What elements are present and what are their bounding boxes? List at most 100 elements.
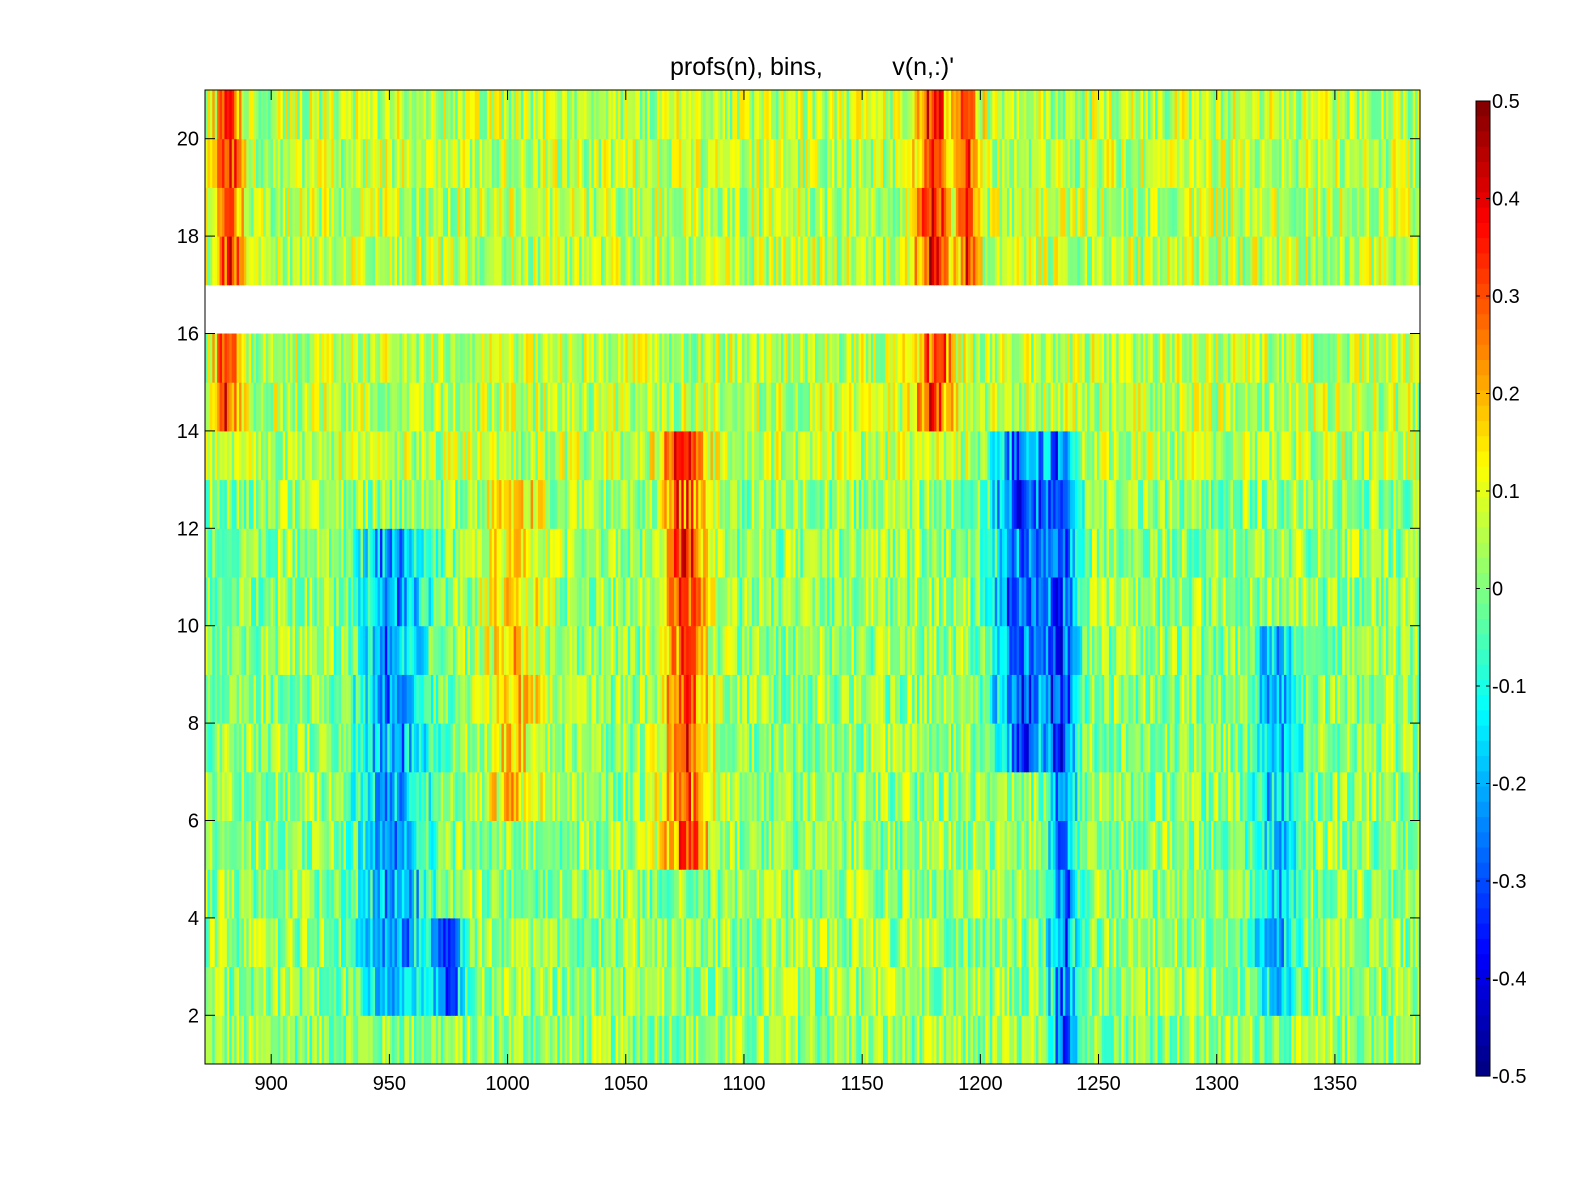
heatmap-cell [217,966,221,1016]
heatmap-cell [681,723,685,773]
heatmap-cell [1218,820,1222,870]
heatmap-cell [873,869,877,919]
heatmap-cell [430,917,435,968]
heatmap-cell [1118,869,1122,919]
heatmap-cell [720,674,724,724]
heatmap-cell [1135,820,1139,870]
heatmap-cell [807,869,811,919]
heatmap-cell [333,820,337,870]
heatmap-cell [1053,723,1057,773]
heatmap-cell [1082,771,1086,821]
heatmap-cell [642,674,646,724]
heatmap-cell [234,625,238,675]
heatmap-cell [1410,869,1414,919]
heatmap-cell [1055,625,1059,675]
heatmap-cell [494,869,498,919]
heatmap-cell [729,723,733,773]
heatmap-cell [1169,625,1173,675]
heatmap-cell [486,674,490,724]
heatmap-cell [827,1015,831,1065]
heatmap-cell [460,723,464,773]
heatmap-cell [214,674,218,724]
heatmap-cell [683,771,687,821]
heatmap-cell [695,723,699,773]
heatmap-cell [345,966,349,1016]
heatmap-cell [1252,966,1256,1016]
heatmap-cell [365,820,369,870]
heatmap-cell [698,625,702,675]
heatmap-cell [1123,1015,1127,1065]
heatmap-cell [1152,625,1156,675]
heatmap-cell [630,917,634,968]
heatmap-cell [861,820,865,870]
heatmap-cell [516,820,520,870]
heatmap-cell [598,771,602,821]
heatmap-cell [1019,723,1023,773]
heatmap-cell [997,771,1001,821]
heatmap-cell [222,577,226,627]
heatmap-cell [360,966,364,1016]
heatmap-cell [671,869,675,919]
heatmap-cell [1104,625,1108,675]
heatmap-cell [576,771,580,821]
heatmap-cell [513,771,517,821]
heatmap-cell [462,1015,466,1065]
heatmap-cell [1057,771,1061,821]
heatmap-cell [727,771,731,821]
heatmap-cell [389,1015,393,1065]
heatmap-cell [579,625,583,675]
heatmap-cell [253,1015,257,1065]
heatmap-cell [219,771,223,821]
heatmap-cell [1232,674,1236,724]
heatmap-cell [953,869,957,919]
heatmap-cell [1045,820,1049,870]
heatmap-cell [231,917,235,968]
heatmap-cell [465,723,469,773]
heatmap-cell [314,1015,318,1065]
heatmap-cell [664,674,668,724]
heatmap-cell [222,917,226,968]
heatmap-cell [350,625,354,675]
heatmap-cell [562,917,566,968]
heatmap-cell [1067,917,1071,968]
heatmap-cell [353,577,357,627]
heatmap-cell [387,1015,391,1065]
heatmap-cell [248,869,252,919]
heatmap-cell [319,674,323,724]
heatmap-cell [433,1015,437,1065]
heatmap-cell [1147,723,1151,773]
heatmap-cell [1002,723,1006,773]
heatmap-cell [1147,771,1151,821]
heatmap-cell [263,917,267,968]
heatmap-cell [584,674,588,724]
heatmap-cell [1023,966,1027,1016]
heatmap-cell [873,820,877,870]
heatmap-cell [683,820,687,870]
heatmap-cell [1252,1015,1256,1065]
heatmap-cell [635,723,639,773]
heatmap-cell [294,917,298,968]
heatmap-cell [287,1015,291,1065]
heatmap-cell [593,917,597,968]
heatmap-cell [608,917,612,968]
heatmap-cell [756,674,760,724]
heatmap-cell [253,771,257,821]
heatmap-cell [659,966,663,1016]
heatmap-cell [593,1015,597,1065]
heatmap-cell [712,625,716,675]
heatmap-cell [516,625,520,675]
heatmap-cell [520,869,524,919]
heatmap-cell [1364,723,1368,773]
heatmap-cell [404,577,408,627]
heatmap-cell [275,966,279,1016]
heatmap-cell [421,625,425,675]
heatmap-cell [1240,674,1244,724]
heatmap-cell [1089,771,1093,821]
heatmap-cell [231,723,235,773]
heatmap-cell [827,577,831,627]
heatmap-cell [270,771,274,821]
heatmap-cell [1344,869,1348,919]
heatmap-cell [1028,869,1032,919]
heatmap-cell [465,674,469,724]
heatmap-cell [229,625,233,675]
